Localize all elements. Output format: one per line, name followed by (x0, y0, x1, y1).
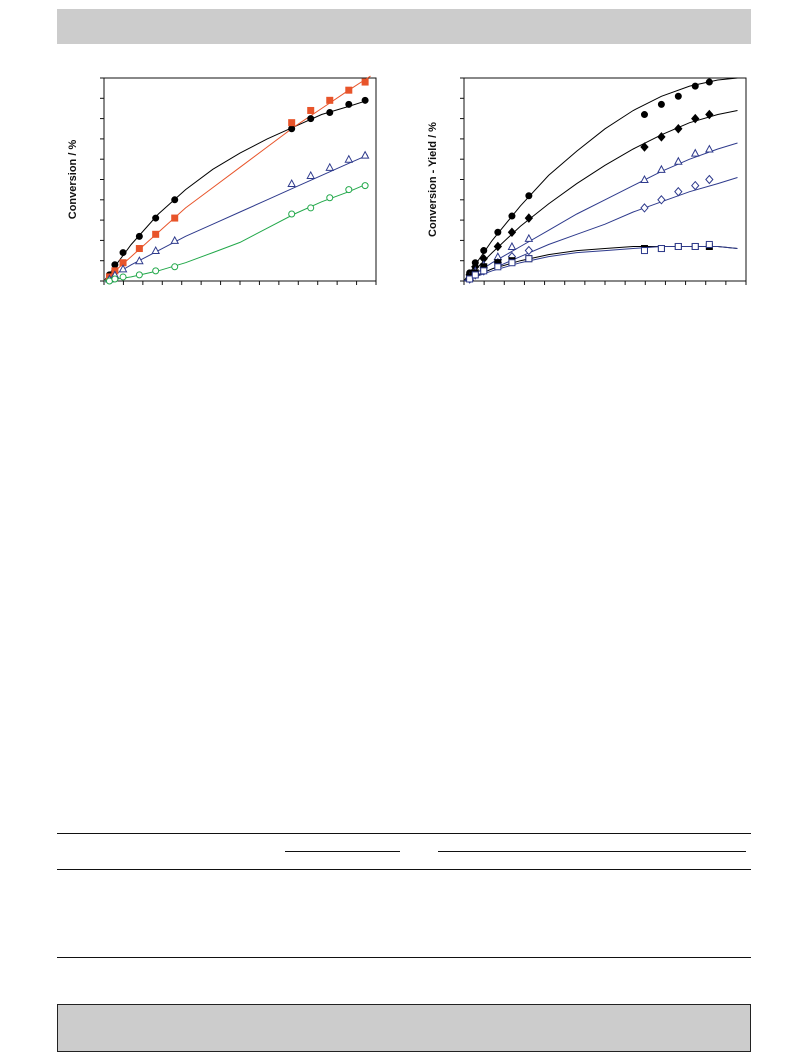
data-point-s3-3 (118, 264, 128, 273)
data-point-s4-8 (657, 195, 666, 205)
fit-curve-3 (103, 154, 368, 282)
data-point-s2-10 (691, 113, 700, 124)
data-point-s6-2 (471, 271, 479, 279)
data-point-s3-6 (170, 235, 180, 244)
data-point-s4-11 (705, 174, 714, 185)
data-point-s2-5 (152, 230, 160, 238)
data-point-s1-9 (674, 92, 682, 100)
data-point-s4-5 (152, 267, 160, 275)
data-point-s4-6 (171, 263, 179, 271)
data-point-s4-7 (288, 210, 296, 218)
data-point-s6-3 (480, 267, 488, 275)
data-point-s1-4 (135, 232, 143, 240)
data-point-s4-9 (326, 194, 334, 202)
data-point-s1-7 (640, 111, 648, 119)
data-point-s2-9 (326, 96, 334, 104)
data-point-s1-4 (494, 228, 502, 236)
data-point-s6-8 (657, 245, 665, 253)
data-point-s2-4 (135, 245, 143, 253)
data-point-s1-11 (705, 78, 713, 86)
data-point-s4-4 (135, 271, 143, 279)
data-point-s1-8 (657, 100, 665, 108)
table-top-rule (57, 833, 751, 834)
data-point-s4-9 (674, 186, 683, 197)
data-point-s3-9 (325, 162, 335, 171)
table-group-rule-2 (438, 851, 746, 852)
data-point-s4-3 (119, 273, 127, 281)
y-axis-label: Conversion / % (67, 140, 79, 220)
table-group-rule-1 (285, 851, 400, 852)
data-point-s1-10 (691, 82, 699, 90)
header-bar (57, 9, 751, 44)
data-point-s6-11 (705, 240, 713, 248)
data-point-s1-9 (326, 109, 334, 117)
data-point-s2-11 (361, 78, 369, 86)
data-point-s3-8 (306, 170, 316, 179)
data-point-s4-10 (345, 186, 353, 194)
data-point-s1-5 (508, 212, 516, 220)
data-point-s4-11 (361, 182, 369, 190)
data-point-s1-2 (111, 261, 119, 269)
data-point-s1-6 (171, 196, 179, 204)
data-point-s6-4 (494, 263, 502, 271)
data-point-s3-9 (673, 156, 683, 165)
data-point-s2-10 (345, 86, 353, 94)
conversion-chart: Conversion / % (67, 75, 377, 285)
data-point-s2-8 (657, 132, 666, 142)
data-point-s4-10 (691, 180, 700, 191)
data-point-s3-6 (524, 233, 534, 242)
data-point-s2-11 (705, 109, 714, 120)
data-point-s2-8 (307, 106, 315, 114)
data-point-s4-8 (307, 204, 315, 212)
data-point-s2-7 (640, 142, 649, 152)
data-point-s2-4 (493, 241, 503, 252)
data-point-s6-10 (691, 242, 699, 250)
plot-frame (103, 77, 377, 282)
data-point-s1-11 (361, 96, 369, 104)
data-point-s1-5 (152, 214, 160, 222)
data-point-s2-7 (288, 119, 296, 127)
fit-curve-1 (103, 99, 368, 282)
data-point-s6-6 (525, 255, 533, 263)
data-point-s2-6 (524, 213, 534, 223)
data-point-s3-7 (640, 174, 649, 183)
data-point-s3-5 (507, 241, 517, 250)
data-point-s6-5 (508, 259, 516, 267)
data-point-s4-2 (111, 275, 119, 283)
data-point-s3-11 (705, 144, 714, 153)
y-axis-label: Conversion - Yield / % (427, 122, 439, 237)
data-point-s4-6 (524, 245, 534, 256)
data-point-s3-10 (690, 148, 700, 157)
data-point-s6-9 (674, 242, 682, 250)
table-header-rule (57, 869, 751, 870)
data-point-s4-7 (640, 203, 649, 213)
data-point-s2-5 (507, 227, 517, 238)
data-point-s3-11 (360, 150, 370, 159)
data-point-s1-6 (525, 192, 533, 200)
fit-curve-3 (463, 142, 738, 282)
footer-bar (57, 1004, 751, 1052)
data-point-s6-7 (640, 247, 648, 255)
data-point-s2-9 (674, 123, 683, 134)
conversion-yield-chart: Conversion - Yield / % (427, 77, 747, 285)
data-point-s6-1 (466, 275, 474, 283)
fit-curve-2 (103, 75, 371, 282)
data-point-s3-8 (657, 164, 666, 173)
data-point-s3-5 (151, 245, 161, 255)
data-point-s1-7 (288, 125, 296, 133)
data-point-s2-6 (171, 214, 179, 222)
table-bottom-rule (57, 957, 751, 958)
data-point-s1-10 (345, 100, 353, 108)
data-point-s3-4 (135, 256, 144, 265)
data-point-s1-3 (119, 249, 127, 257)
data-point-s3-7 (287, 179, 297, 188)
data-point-s1-3 (480, 247, 488, 255)
data-point-s3-10 (344, 154, 354, 163)
data-point-s1-8 (307, 115, 315, 123)
